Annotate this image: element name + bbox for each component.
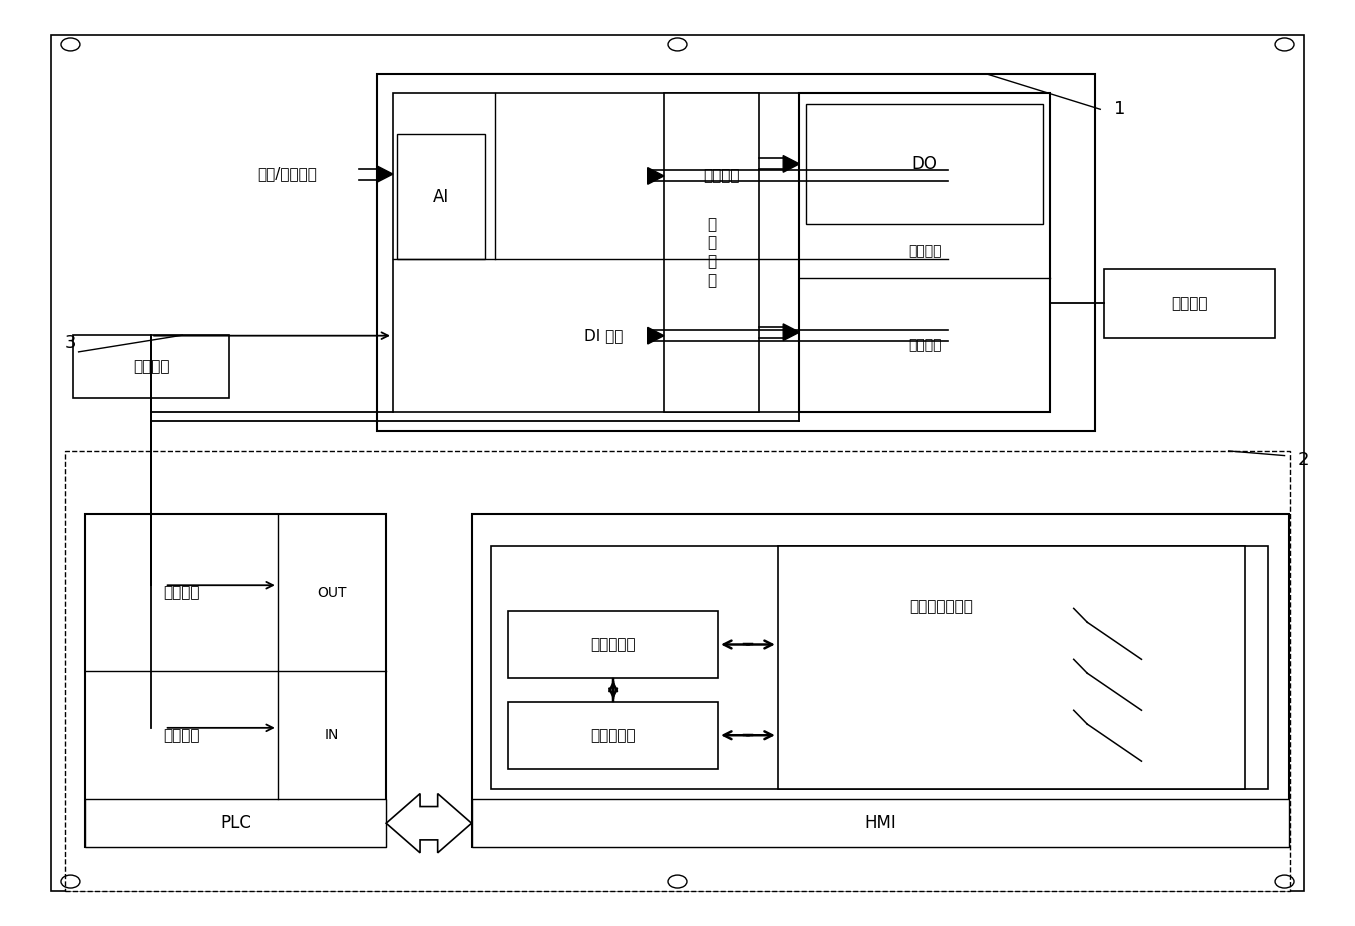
Text: 3: 3: [65, 333, 76, 352]
Text: 高压开关原理图: 高压开关原理图: [909, 599, 973, 615]
Text: 控制回路图: 控制回路图: [591, 728, 635, 743]
Bar: [664, 93, 759, 412]
Bar: [73, 335, 229, 398]
Bar: [397, 134, 485, 259]
Bar: [85, 514, 386, 847]
Polygon shape: [648, 168, 664, 184]
Bar: [508, 702, 718, 769]
Bar: [778, 546, 1245, 789]
Text: DI 输入: DI 输入: [584, 328, 623, 344]
Text: 1: 1: [1114, 100, 1125, 119]
Bar: [393, 93, 948, 412]
Bar: [377, 74, 1095, 431]
Polygon shape: [783, 324, 799, 341]
Text: AI: AI: [434, 188, 449, 206]
Text: 信号电源: 信号电源: [133, 359, 169, 374]
Text: 控制电源: 控制电源: [1172, 295, 1207, 311]
Polygon shape: [648, 327, 664, 344]
Text: 继电保护: 继电保护: [703, 169, 740, 183]
Bar: [85, 799, 386, 847]
Bar: [472, 514, 1289, 847]
Bar: [65, 451, 1290, 891]
Text: 电流/电压信号: 电流/电压信号: [257, 167, 317, 181]
Text: DO: DO: [912, 155, 938, 173]
Text: HMI: HMI: [864, 814, 896, 832]
Text: 2: 2: [1298, 451, 1309, 469]
Text: IN: IN: [325, 728, 339, 743]
Bar: [508, 611, 718, 678]
Polygon shape: [783, 156, 799, 172]
Bar: [1104, 269, 1275, 338]
Text: PLC: PLC: [221, 814, 251, 832]
Text: 分闸指令: 分闸指令: [908, 338, 942, 352]
Text: 信号回路图: 信号回路图: [591, 637, 635, 652]
Polygon shape: [386, 794, 472, 853]
Bar: [799, 93, 1050, 412]
Text: 合闸指令: 合闸指令: [908, 244, 942, 258]
Bar: [491, 546, 1268, 789]
Polygon shape: [377, 166, 393, 182]
Bar: [472, 799, 1289, 847]
Bar: [806, 104, 1043, 224]
Text: 二
次
逻
辑: 二 次 逻 辑: [707, 217, 715, 288]
Text: 合闸逃辑: 合闸逃辑: [164, 585, 199, 600]
Text: OUT: OUT: [317, 585, 347, 600]
Text: 分闸逃辑: 分闸逃辑: [164, 728, 199, 743]
